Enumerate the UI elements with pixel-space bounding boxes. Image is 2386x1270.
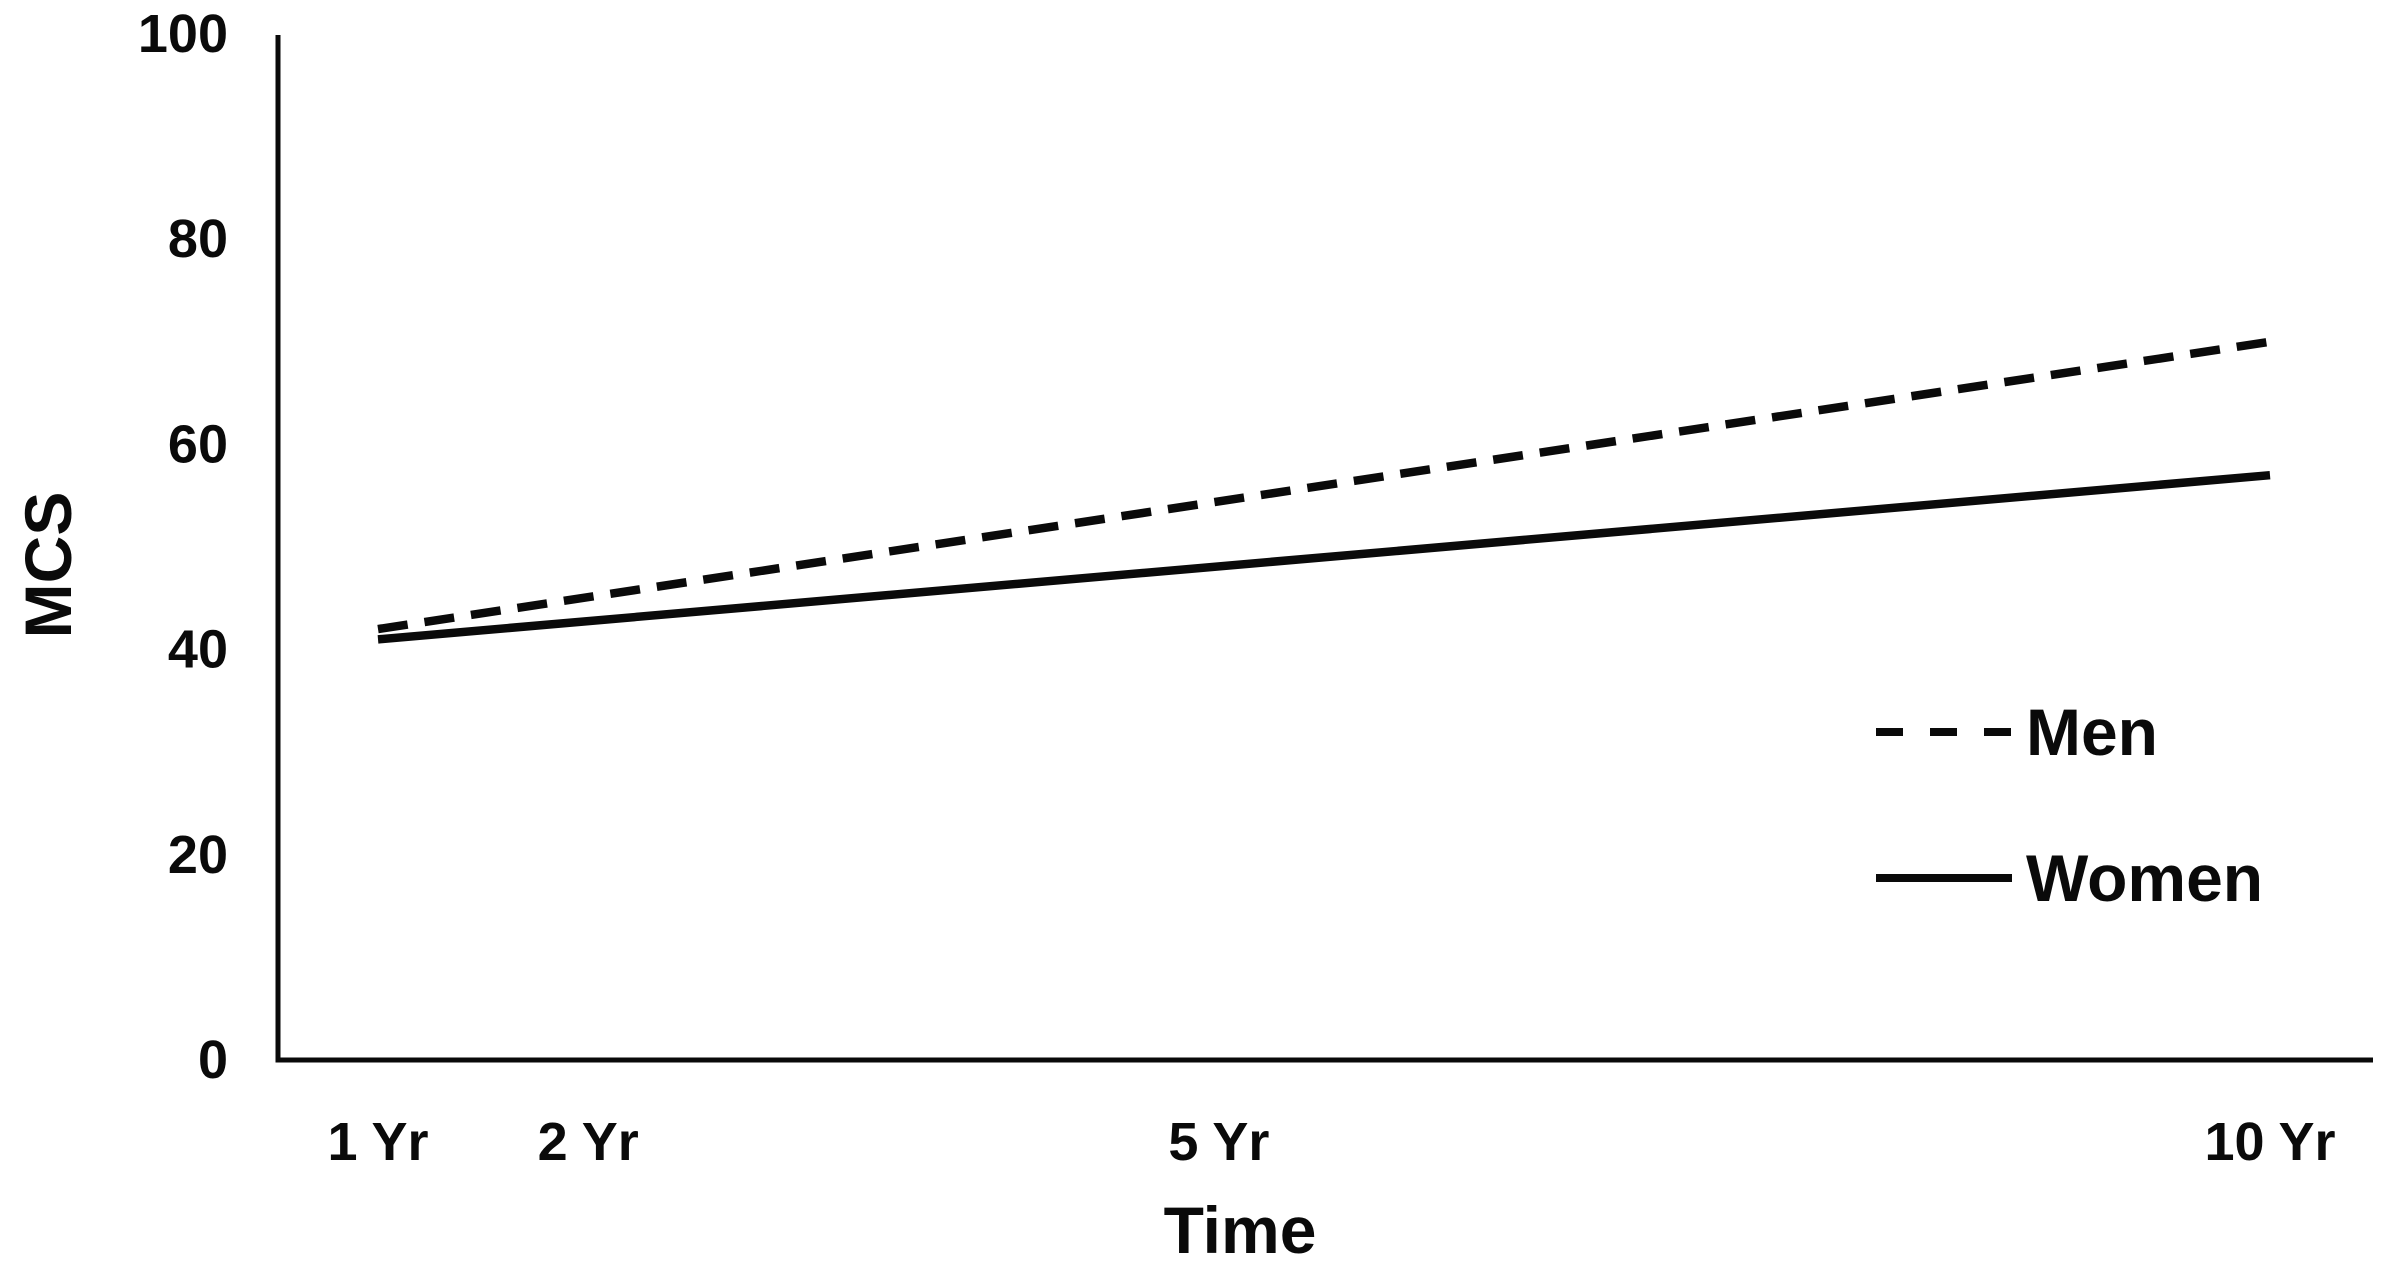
series-lines xyxy=(377,337,2271,644)
y-axis-title: MCS xyxy=(11,492,85,639)
y-tick-label: 0 xyxy=(198,1030,228,1090)
series-line-women xyxy=(377,470,2271,644)
y-tick-label: 40 xyxy=(168,620,228,680)
x-tick-label: 10 Yr xyxy=(2204,1112,2335,1172)
y-tick-label: 100 xyxy=(138,4,228,64)
x-axis-tick-labels: 1 Yr 2 Yr 5 Yr 10 Yr xyxy=(327,1112,2335,1172)
x-tick-label: 2 Yr xyxy=(538,1112,639,1172)
y-tick-label: 60 xyxy=(168,414,228,474)
legend-women-label: Women xyxy=(2026,841,2263,915)
legend: Men Women xyxy=(1876,695,2263,915)
x-tick-label: 1 Yr xyxy=(327,1112,428,1172)
series-line-men xyxy=(377,337,2271,634)
y-axis-tick-labels: 0 20 40 60 80 100 xyxy=(138,4,228,1090)
x-axis-title: Time xyxy=(1164,1193,1317,1267)
y-tick-label: 20 xyxy=(168,825,228,885)
x-tick-label: 5 Yr xyxy=(1168,1112,1269,1172)
y-tick-label: 80 xyxy=(168,209,228,269)
legend-men-label: Men xyxy=(2026,695,2158,769)
